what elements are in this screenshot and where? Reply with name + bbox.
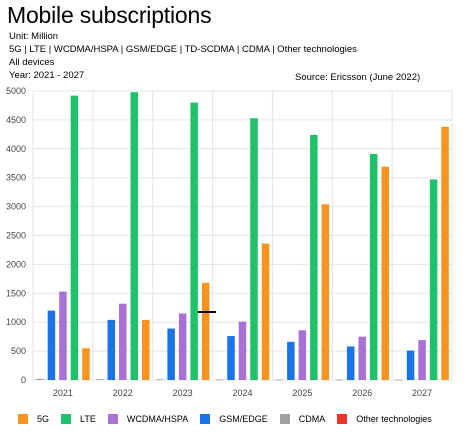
bar-lte-2025 [310, 134, 318, 380]
bar-cdma-2025 [275, 379, 284, 381]
legend-item: CDMA [279, 414, 326, 424]
y-tick-label: 500 [11, 346, 26, 356]
x-axis-ticks: 2021 2022 2023 2024 2025 2026 2027 [53, 388, 432, 398]
y-tick-label: 4000 [6, 144, 26, 154]
chart-title: Mobile subscriptions [7, 2, 212, 28]
x-tick-label: 2025 [292, 388, 312, 398]
bar-wcdma-hspa-2022 [119, 303, 127, 380]
legend-label: CDMA [298, 414, 326, 424]
bar-gsm-edge-2023 [167, 328, 175, 380]
source-label: Source: Ericsson (June 2022) [295, 72, 421, 83]
y-tick-label: 1500 [6, 288, 26, 298]
bar-wcdma-hspa-2027 [418, 340, 426, 380]
legend-item: WCDMA/HSPA [107, 414, 189, 424]
bar-gsm-edge-2026 [346, 346, 355, 380]
legend-swatch [200, 414, 211, 424]
bar-5g-2022 [142, 319, 150, 380]
bar-5g-2023 [201, 282, 210, 380]
legend-item: LTE [61, 414, 96, 424]
legend: 5G LTE WCDMA/HSPA GSM/EDGE CDMA Other technol… [18, 414, 444, 424]
bar-cdma-2023 [155, 379, 164, 381]
legend-label: LTE [80, 414, 96, 424]
bar-5g-2027 [441, 126, 449, 380]
x-tick-label: 2026 [352, 388, 372, 398]
bar-cdma-2027 [395, 379, 403, 381]
bar-gsm-edge-2027 [406, 350, 415, 380]
x-tick-label: 2021 [53, 388, 73, 398]
bar-wcdma-hspa-2026 [358, 336, 366, 380]
y-tick-label: 1000 [6, 317, 26, 327]
bar-wcdma-hspa-2021 [59, 291, 67, 380]
bar-5g-2024 [261, 243, 270, 380]
legend-item: 5G [18, 414, 49, 424]
x-tick-label: 2022 [113, 388, 133, 398]
y-tick-label: 3000 [6, 202, 26, 212]
bar-wcdma-hspa-2025 [298, 330, 307, 380]
bar-5g-2021 [82, 348, 90, 380]
legend-label: 5G [37, 414, 50, 424]
bar-lte-2027 [429, 179, 438, 380]
x-tick-label: 2024 [232, 388, 252, 398]
bar-lte-2026 [369, 154, 378, 380]
legend-swatch [107, 414, 118, 424]
x-tick-label: 2027 [412, 388, 432, 398]
technologies-label: 5G | LTE | WCDMA/HSPA | GSM/EDGE | TD-SC… [9, 44, 357, 55]
legend-item: GSM/EDGE [200, 414, 268, 424]
years-label: Year: 2021 - 2027 [9, 70, 85, 81]
bar-gsm-edge-2022 [107, 319, 116, 380]
unit-label: Unit: Million [9, 31, 59, 42]
legend-swatch [337, 414, 348, 424]
bar-5g-2026 [381, 166, 389, 380]
y-tick-label: 2500 [6, 231, 26, 241]
bar-lte-2024 [250, 118, 258, 380]
bar-cdma-2024 [215, 379, 224, 381]
legend-label: GSM/EDGE [219, 414, 268, 424]
bar-gsm-edge-2025 [287, 341, 295, 380]
legend-item: Other technologies [337, 414, 432, 424]
legend-swatch [61, 414, 72, 424]
bar-cdma-2022 [96, 379, 104, 380]
y-tick-label: 5000 [6, 86, 26, 96]
legend-swatch [18, 414, 28, 424]
y-axis-ticks: 0 500 1000 1500 2000 2500 3000 3500 4000 4500 5000 [6, 86, 26, 385]
bar-lte-2023 [190, 102, 198, 380]
y-tick-label: 3500 [6, 173, 26, 183]
bar-cdma-2021 [36, 378, 44, 380]
legend-label: WCDMA/HSPA [126, 414, 189, 424]
y-tick-label: 0 [21, 375, 26, 385]
y-tick-label: 2000 [6, 259, 26, 269]
bar-wcdma-hspa-2024 [238, 321, 247, 380]
bars [36, 92, 449, 381]
legend-swatch [279, 414, 290, 424]
bar-gsm-edge-2024 [227, 336, 235, 380]
x-tick-label: 2023 [173, 388, 193, 398]
bar-cdma-2026 [335, 379, 343, 381]
bar-lte-2021 [70, 95, 79, 381]
legend-label: Other technologies [356, 414, 432, 424]
bar-lte-2022 [130, 92, 139, 380]
bar-5g-2025 [321, 204, 330, 380]
devices-label: All devices [9, 57, 55, 68]
bar-gsm-edge-2021 [47, 310, 56, 380]
bar-wcdma-hspa-2023 [178, 313, 187, 380]
y-tick-label: 4500 [6, 115, 26, 125]
